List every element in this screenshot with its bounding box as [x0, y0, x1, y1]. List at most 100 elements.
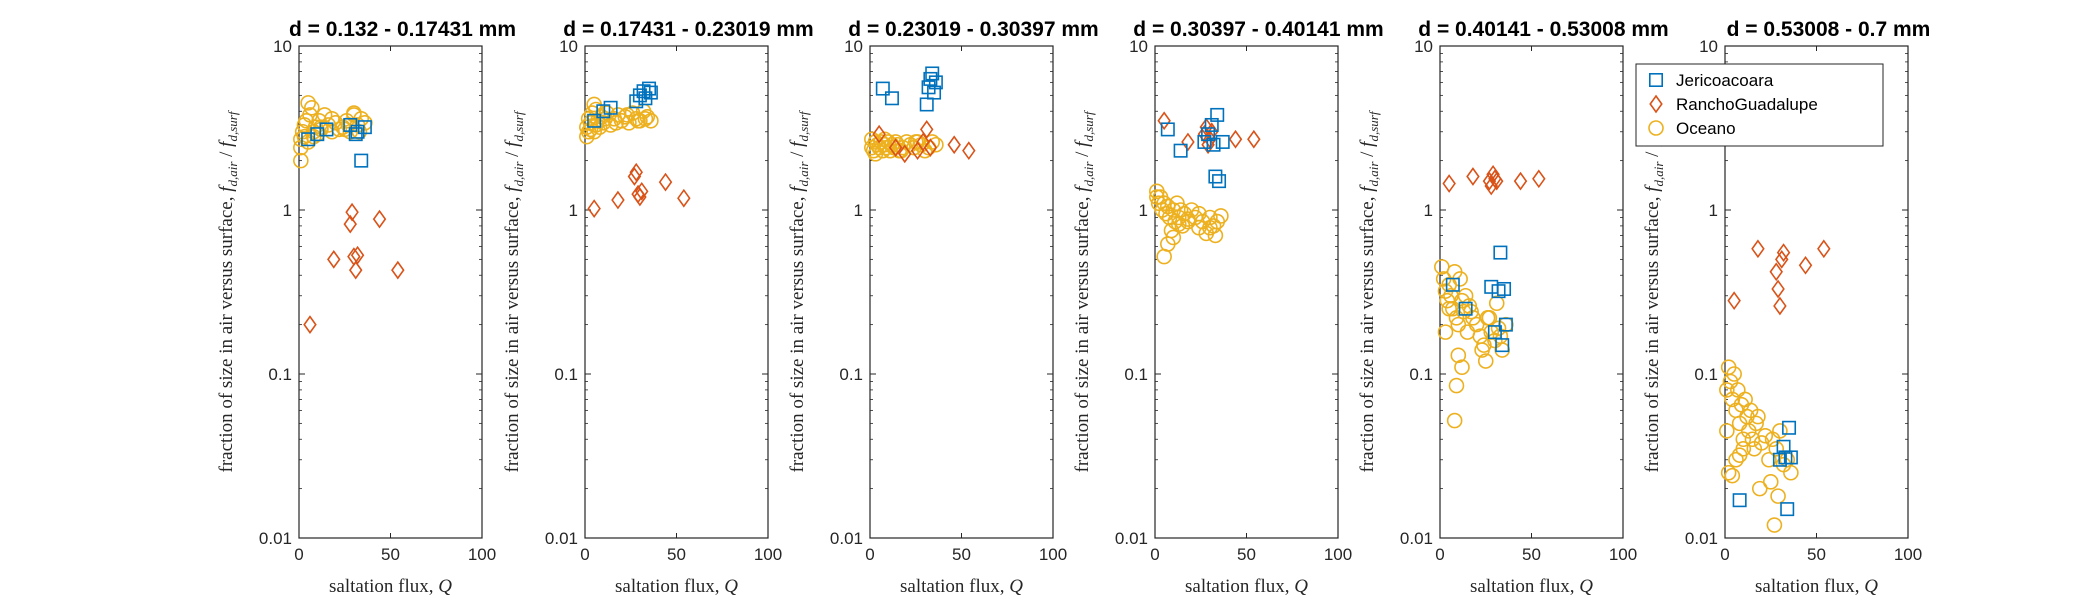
point-oceano: [1474, 342, 1490, 358]
point-oceano: [582, 121, 599, 138]
point-oceano: [1768, 440, 1785, 457]
point-ranchoguadalupe: [1157, 111, 1171, 131]
subplot-title: d = 0.40141 - 0.53008 mm: [1418, 18, 1668, 41]
point-jericoacoara: [1493, 245, 1508, 260]
subplot-1: 0 50 100 0.01 0.1 1 10d = 0.132 - 0.17431 mm sa…: [216, 18, 516, 597]
point-ranchoguadalupe: [872, 124, 886, 144]
point-jericoacoara: [1212, 174, 1227, 189]
point-jericoacoara: [875, 81, 890, 96]
point-oceano: [293, 152, 309, 169]
point-oceano: [1183, 202, 1200, 218]
point-oceano: [1191, 205, 1207, 222]
point-oceano: [1468, 316, 1485, 333]
point-ranchoguadalupe: [1817, 239, 1831, 259]
point-jericoacoara: [350, 124, 365, 139]
x-axis-label: saltation flux, Q: [900, 576, 1023, 597]
point-jericoacoara: [1197, 134, 1212, 149]
point-oceano: [639, 109, 656, 125]
point-jericoacoara: [919, 97, 934, 112]
point-oceano: [1783, 464, 1799, 481]
y-tick-label: 10: [1414, 37, 1433, 56]
point-ranchoguadalupe: [919, 120, 934, 139]
axes-box: [869, 45, 1054, 539]
point-oceano: [1719, 382, 1735, 398]
y-tick-label: 0.1: [554, 365, 578, 384]
y-axis-label: fraction of size in air versus surface, …: [1357, 109, 1381, 472]
x-tick-label: 50: [1807, 545, 1826, 564]
point-oceano: [867, 146, 884, 162]
point-oceano: [1748, 415, 1764, 432]
point-ranchoguadalupe: [327, 249, 341, 269]
point-jericoacoara: [1215, 134, 1230, 149]
y-tick-label: 0.01: [1115, 529, 1148, 548]
subplot-4: 0 50 100 0.01 0.1 1 10d = 0.30397 - 0.40141 mm…: [1072, 18, 1384, 597]
point-oceano: [1772, 423, 1788, 439]
point-oceano: [1766, 517, 1783, 533]
point-ranchoguadalupe: [1771, 279, 1785, 299]
legend-marker-ranchoguadalupe: [1649, 94, 1663, 114]
y-axis-label: fraction of size in air versus surface, …: [502, 109, 526, 472]
point-ranchoguadalupe: [350, 245, 365, 265]
y-axis-label: fraction of size in air versus surface, …: [787, 109, 811, 472]
y-axis-label: fraction of size in air versus surface, …: [1072, 109, 1096, 472]
point-jericoacoara: [348, 127, 363, 142]
point-oceano: [1762, 474, 1779, 490]
point-jericoacoara: [310, 127, 325, 142]
x-tick-label: 50: [1237, 545, 1256, 564]
point-ranchoguadalupe: [677, 188, 691, 208]
point-oceano: [1437, 324, 1454, 340]
y-tick-label: 10: [559, 37, 578, 56]
point-ranchoguadalupe: [1181, 132, 1195, 152]
axes-box: [1439, 45, 1624, 539]
point-oceano: [1753, 435, 1770, 451]
point-oceano: [637, 110, 654, 127]
point-ranchoguadalupe: [1201, 135, 1215, 155]
y-tick-label: 10: [844, 37, 863, 56]
point-oceano: [1454, 359, 1470, 376]
x-tick-label: 100: [1039, 545, 1067, 564]
point-ranchoguadalupe: [658, 172, 673, 192]
y-axis-label: fraction of size in air versus surface, …: [1642, 109, 1666, 472]
subplot-title: d = 0.53008 - 0.7 mm: [1727, 18, 1931, 41]
point-oceano: [1481, 310, 1498, 326]
legend-label-ranchoguadalupe: RanchoGuadalupe: [1676, 95, 1818, 114]
point-jericoacoara: [1206, 137, 1221, 152]
y-tick-label: 0.01: [1400, 529, 1433, 548]
point-jericoacoara: [354, 153, 369, 168]
y-tick-label: 1: [854, 201, 863, 220]
point-oceano: [586, 123, 602, 140]
x-tick-label: 50: [952, 545, 971, 564]
point-oceano: [1719, 423, 1735, 439]
point-oceano: [1450, 347, 1467, 364]
point-ranchoguadalupe: [1769, 262, 1783, 282]
point-ranchoguadalupe: [629, 162, 643, 182]
point-jericoacoara: [1780, 502, 1795, 517]
point-ranchoguadalupe: [1489, 171, 1504, 191]
point-ranchoguadalupe: [1773, 296, 1787, 316]
subplot-title: d = 0.132 - 0.17431 mm: [289, 18, 516, 41]
point-jericoacoara: [1776, 439, 1791, 454]
point-jericoacoara: [357, 120, 372, 135]
point-jericoacoara: [1173, 143, 1188, 158]
point-jericoacoara: [1497, 281, 1512, 296]
subplot-6: 0 50 100 0.01 0.1 1 10 d = 0.53008 - 0.7 mm salt…: [1635, 18, 1931, 597]
point-ranchoguadalupe: [1247, 129, 1261, 149]
point-jericoacoara: [1208, 169, 1223, 184]
point-ranchoguadalupe: [303, 315, 317, 335]
point-ranchoguadalupe: [587, 199, 601, 218]
axes-box: [1154, 45, 1339, 539]
point-ranchoguadalupe: [947, 135, 961, 155]
point-ranchoguadalupe: [898, 144, 912, 164]
point-jericoacoara: [587, 113, 602, 128]
point-jericoacoara: [1783, 450, 1798, 465]
point-jericoacoara: [301, 132, 316, 147]
point-oceano: [1728, 451, 1744, 468]
point-oceano: [924, 134, 941, 150]
point-jericoacoara: [596, 104, 611, 119]
subplot-2: 0 50 100 0.01 0.1 1 10d = 0.17431 - 0.23019 mm…: [502, 18, 814, 597]
y-tick-label: 0.01: [1685, 529, 1718, 548]
point-jericoacoara: [1458, 301, 1473, 316]
point-ranchoguadalupe: [627, 167, 642, 186]
x-tick-label: 50: [667, 545, 686, 564]
